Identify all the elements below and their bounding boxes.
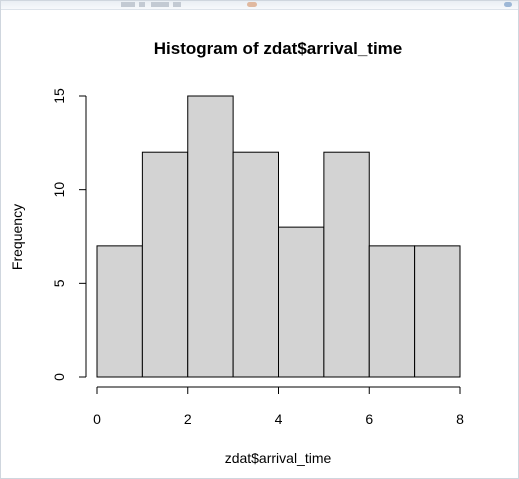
bars-group [97, 96, 460, 377]
y-tick-label: 5 [51, 279, 67, 287]
chart-title: Histogram of zdat$arrival_time [154, 39, 402, 58]
histogram-bar [142, 152, 187, 377]
x-axis-label: zdat$arrival_time [225, 450, 332, 466]
x-tick-label: 0 [93, 411, 101, 427]
histogram-bar [369, 246, 414, 377]
x-tick-label: 2 [184, 411, 192, 427]
histogram-bar [188, 96, 233, 377]
histogram-bar [233, 152, 278, 377]
x-tick-label: 6 [365, 411, 373, 427]
y-tick-label: 15 [51, 88, 67, 104]
y-tick-label: 0 [51, 373, 67, 381]
x-tick-label: 4 [275, 411, 283, 427]
y-axis-label: Frequency [9, 204, 25, 270]
y-axis: 0 5 10 15 [51, 88, 86, 381]
x-tick-label: 8 [456, 411, 464, 427]
histogram-bar [97, 246, 142, 377]
histogram-bar [324, 152, 369, 377]
x-axis: 0 2 4 6 8 [93, 387, 464, 427]
histogram-bar [415, 246, 460, 377]
histogram-bar [279, 227, 324, 377]
y-tick-label: 10 [51, 182, 67, 198]
